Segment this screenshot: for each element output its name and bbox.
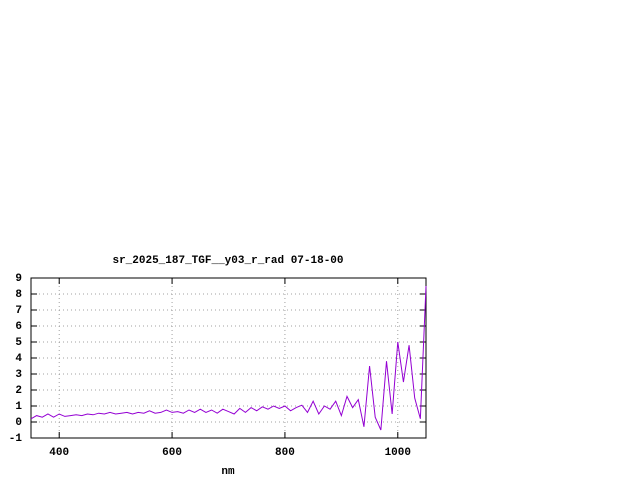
y-tick-label: 4 (15, 353, 22, 365)
y-tick-label: 9 (15, 273, 22, 285)
x-tick-label: 400 (49, 447, 69, 459)
plot-frame (30, 277, 427, 439)
y-tick-label: 5 (15, 337, 22, 349)
y-tick-label: 6 (15, 321, 22, 333)
data-line (30, 285, 427, 431)
y-tick-label: 7 (15, 305, 22, 317)
y-tick-label: 0 (15, 417, 22, 429)
x-tick-label: 800 (275, 447, 295, 459)
x-tick-label: 600 (162, 447, 182, 459)
y-tick-label: 1 (15, 401, 22, 413)
y-tick-label: -1 (9, 433, 23, 445)
y-tick-label: 2 (15, 385, 22, 397)
x-tick-label: 1000 (385, 447, 411, 459)
chart-title: sr_2025_187_TGF__y03_r_rad 07-18-00 (112, 255, 343, 267)
y-tick-label: 8 (15, 289, 22, 301)
y-tick-label: 3 (15, 369, 22, 381)
x-axis-label: nm (221, 466, 235, 478)
